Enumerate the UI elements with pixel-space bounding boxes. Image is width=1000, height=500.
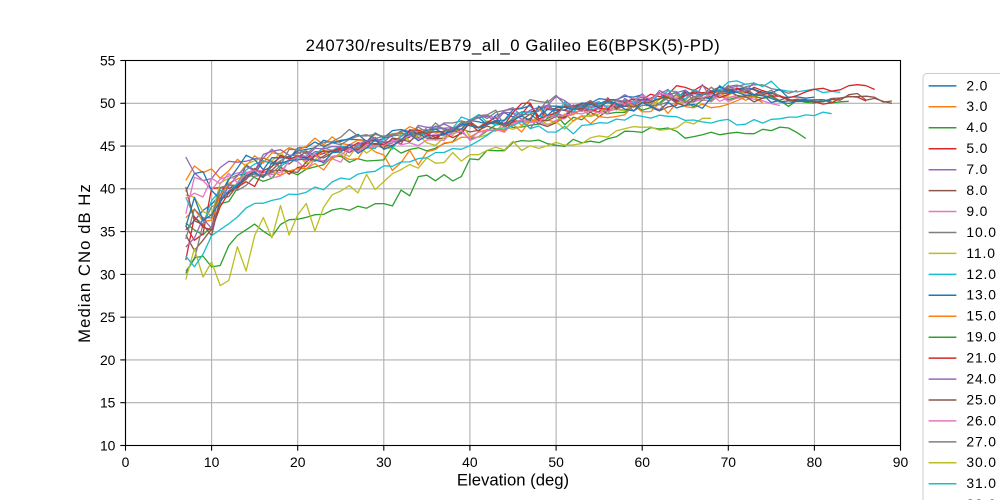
- svg-text:11.0: 11.0: [966, 245, 995, 261]
- svg-text:9.0: 9.0: [966, 203, 988, 219]
- svg-text:90: 90: [893, 454, 909, 470]
- svg-text:2.0: 2.0: [966, 77, 988, 93]
- svg-text:25: 25: [100, 309, 116, 325]
- svg-text:20: 20: [290, 454, 306, 470]
- svg-text:20: 20: [100, 352, 116, 368]
- svg-text:45: 45: [100, 138, 116, 154]
- svg-text:8.0: 8.0: [966, 182, 988, 198]
- svg-text:10: 10: [204, 454, 220, 470]
- svg-text:Median CNo dB Hz: Median CNo dB Hz: [75, 183, 94, 343]
- svg-text:10: 10: [100, 437, 116, 453]
- svg-text:80: 80: [807, 454, 823, 470]
- svg-text:240730/results/EB79_all_0 Gali: 240730/results/EB79_all_0 Galileo E6(BPS…: [306, 36, 721, 55]
- svg-text:33.0: 33.0: [966, 496, 996, 500]
- svg-text:70: 70: [721, 454, 737, 470]
- svg-text:30: 30: [376, 454, 392, 470]
- svg-text:21.0: 21.0: [966, 350, 996, 366]
- svg-text:12.0: 12.0: [966, 266, 996, 282]
- svg-text:19.0: 19.0: [966, 329, 996, 345]
- svg-text:55: 55: [100, 52, 116, 68]
- svg-text:40: 40: [462, 454, 478, 470]
- svg-text:35: 35: [100, 224, 116, 240]
- svg-text:25.0: 25.0: [966, 391, 996, 407]
- svg-text:15.0: 15.0: [966, 308, 996, 324]
- svg-text:13.0: 13.0: [966, 287, 996, 303]
- svg-text:40: 40: [100, 181, 116, 197]
- svg-text:24.0: 24.0: [966, 371, 996, 387]
- svg-text:15: 15: [100, 395, 116, 411]
- svg-text:3.0: 3.0: [966, 98, 988, 114]
- svg-text:26.0: 26.0: [966, 412, 996, 428]
- svg-text:30.0: 30.0: [966, 454, 996, 470]
- svg-text:5.0: 5.0: [966, 140, 988, 156]
- svg-text:27.0: 27.0: [966, 433, 996, 449]
- svg-text:50: 50: [100, 95, 116, 111]
- svg-text:0: 0: [122, 454, 130, 470]
- svg-text:60: 60: [634, 454, 650, 470]
- svg-text:4.0: 4.0: [966, 119, 988, 135]
- svg-text:10.0: 10.0: [966, 224, 996, 240]
- svg-text:31.0: 31.0: [966, 475, 996, 491]
- svg-text:50: 50: [548, 454, 564, 470]
- svg-text:7.0: 7.0: [966, 161, 988, 177]
- svg-text:30: 30: [100, 266, 116, 282]
- svg-text:Elevation (deg): Elevation (deg): [457, 470, 569, 489]
